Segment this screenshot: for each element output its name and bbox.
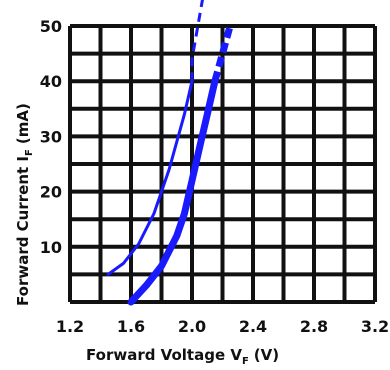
x-axis-title-subscript: F	[242, 356, 249, 367]
y-axis-title-unit: (mA)	[14, 103, 32, 144]
x-tick-label: 2.8	[300, 317, 328, 336]
grid	[68, 24, 377, 304]
y-tick-label: 20	[40, 183, 62, 202]
series-thin-curve	[106, 79, 194, 276]
x-tick-labels: 1.2 1.6 2.0 2.4 2.8 3.2	[56, 317, 389, 336]
x-tick-label: 2.0	[178, 317, 206, 336]
y-tick-labels: 10 20 30 40 50	[40, 17, 62, 257]
x-axis-title-unit: (V)	[254, 346, 279, 364]
x-tick-label: 3.2	[361, 317, 389, 336]
y-tick-label: 50	[40, 17, 62, 36]
y-tick-label: 10	[40, 238, 62, 257]
series-thick-curve	[127, 77, 219, 306]
series-thin-dashed-extension	[190, 0, 204, 82]
y-axis-title-main: Forward Current I	[14, 156, 32, 306]
curves	[106, 0, 234, 306]
y-tick-label: 40	[40, 72, 62, 91]
x-axis-title: Forward Voltage VF (V)	[86, 346, 279, 367]
y-axis-title-subscript: F	[24, 149, 35, 156]
x-tick-label: 1.2	[56, 317, 84, 336]
y-tick-label: 30	[40, 127, 62, 146]
x-tick-label: 2.4	[239, 317, 267, 336]
series-thick-dashed-extension	[211, 25, 234, 83]
y-axis-title: Forward Current IF (mA)	[14, 103, 35, 306]
x-tick-label: 1.6	[117, 317, 145, 336]
x-axis-title-main: Forward Voltage V	[86, 346, 242, 364]
